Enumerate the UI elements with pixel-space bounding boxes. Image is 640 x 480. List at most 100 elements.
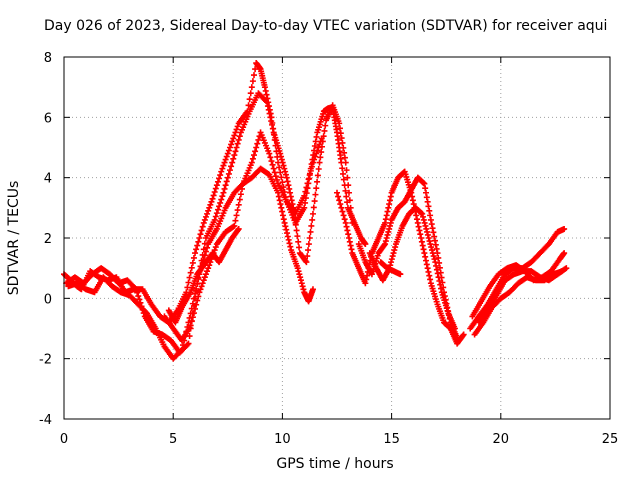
data-point [217,199,224,206]
data-point [201,216,208,223]
data-point [318,135,325,142]
data-point [422,222,429,229]
data-point [342,159,349,166]
data-point [235,225,242,232]
data-point [249,155,256,162]
data-point [226,167,233,174]
data-point [189,314,196,321]
data-point [422,257,429,264]
data-point [273,176,280,183]
data-point [427,241,434,248]
data-point [135,293,142,300]
data-point [196,235,203,241]
data-point [382,241,389,248]
data-point [286,185,293,192]
data-point [264,99,271,106]
data-point [409,197,416,204]
data-point [386,222,393,229]
data-point [430,253,437,260]
data-point [193,301,200,308]
data-point [383,235,390,241]
data-point [338,204,345,211]
data-point [346,197,353,204]
data-point [287,189,294,196]
data-point [282,223,289,230]
data-point [342,219,349,226]
data-point [284,230,291,237]
data-point [309,216,316,223]
data-point [214,178,221,185]
data-point [426,272,433,279]
data-point [317,138,324,145]
data-point [278,204,285,211]
data-point [220,162,227,169]
data-point [195,238,202,245]
data-point [231,132,238,139]
data-point [303,259,310,266]
data-point [335,193,342,200]
data-point [269,161,276,168]
data-point [297,277,304,284]
x-tick-label: 20 [493,432,510,447]
series-13 [475,265,570,326]
data-point [281,165,288,172]
data-point [237,191,244,198]
data-point [285,236,292,243]
data-point [418,235,425,241]
data-point [269,125,276,132]
data-point [211,188,218,195]
data-point [381,242,388,249]
data-point [387,219,394,226]
data-point [284,233,291,240]
data-point [200,219,207,226]
data-point [284,178,291,185]
data-point [299,283,306,290]
data-point [454,334,461,341]
data-point [322,122,329,129]
data-point [388,259,395,266]
series-5 [165,225,242,326]
data-point [206,204,213,211]
data-point [314,147,321,154]
data-point [229,159,236,166]
data-point [310,204,317,211]
data-point [195,293,202,300]
data-point [209,195,216,202]
data-point [229,138,236,145]
data-point [204,268,211,275]
data-point [271,169,278,176]
data-point [313,133,320,140]
data-point [285,182,292,189]
data-point [342,187,349,194]
data-point [261,84,268,91]
data-point [192,250,199,257]
data-point [425,235,432,241]
data-point [286,240,293,247]
data-point [337,125,344,132]
data-point [295,238,302,245]
data-point [424,198,431,205]
data-point [230,155,237,162]
data-point [451,325,458,332]
data-point [561,250,568,257]
data-point [433,262,440,269]
data-point [307,167,314,174]
data-point [302,188,309,195]
data-point [340,212,347,219]
data-point [279,179,286,186]
data-point [308,163,315,170]
data-point [339,208,346,215]
data-point [224,150,231,157]
data-point [231,222,238,229]
data-point [198,283,205,290]
series-2 [63,90,356,356]
data-point [264,103,271,110]
data-point [280,216,287,223]
data-point [385,228,392,235]
data-point [433,266,440,273]
data-point [187,322,194,329]
data-point [413,212,420,219]
data-point [382,219,389,226]
data-point [431,256,438,263]
